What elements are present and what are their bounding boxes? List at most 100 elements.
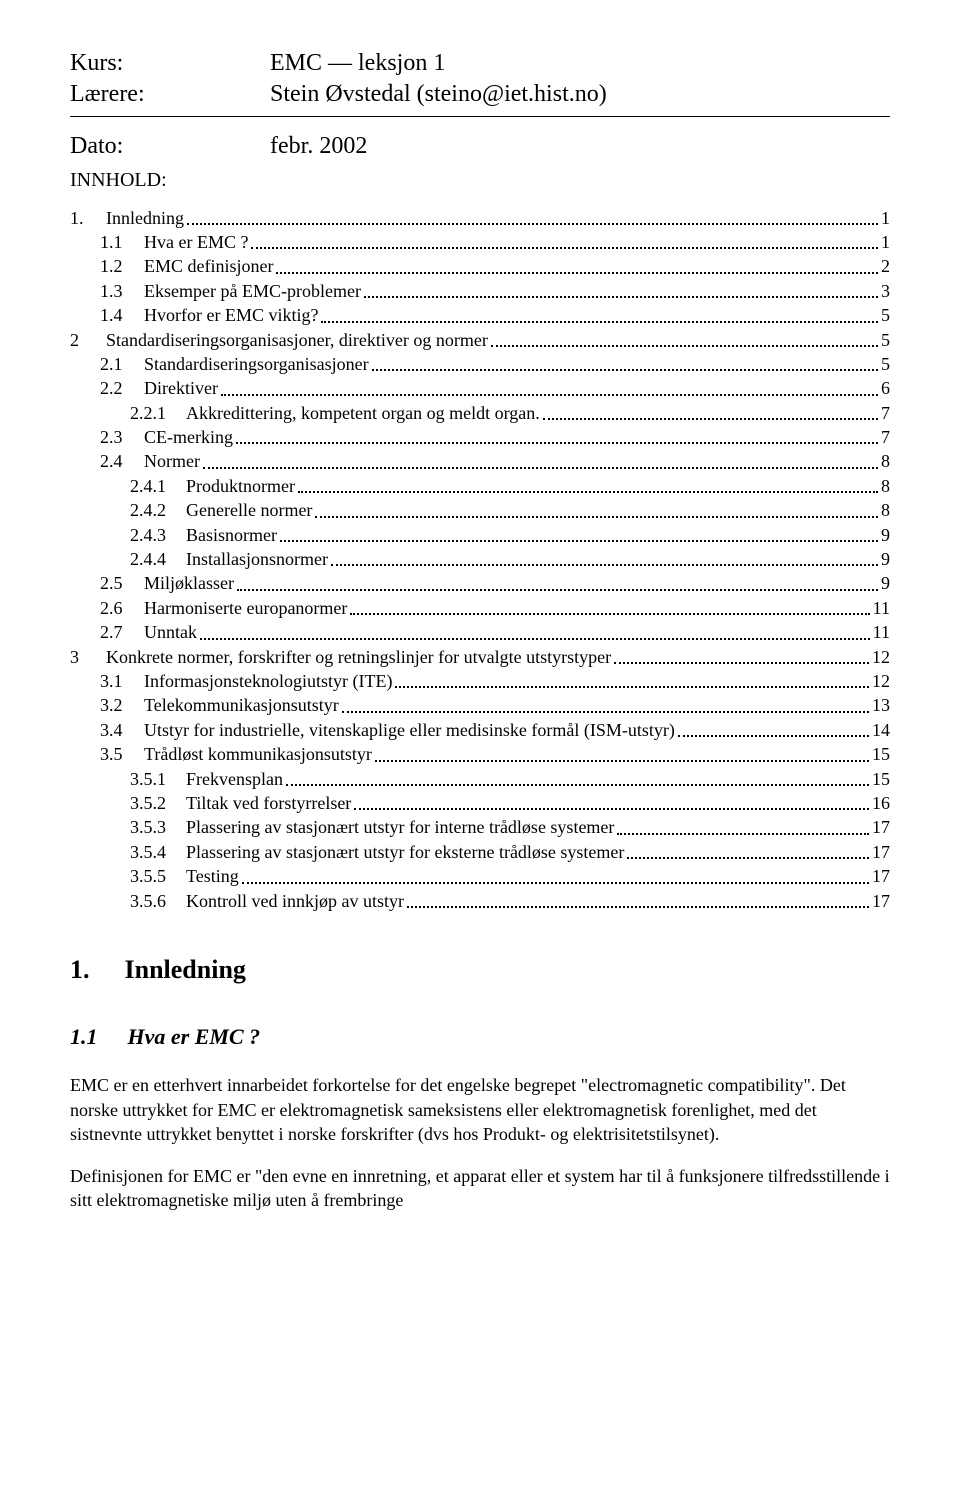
toc-row: 1.2EMC definisjoner2 xyxy=(70,255,890,278)
section-1-num: 1. xyxy=(70,953,118,987)
toc-entry-title: Telekommunikasjonsutstyr xyxy=(144,695,339,715)
toc-leader-dots xyxy=(187,209,878,225)
section-1-1-heading: 1.1 Hva er EMC ? xyxy=(70,1023,890,1052)
section-1-heading: 1. Innledning xyxy=(70,953,890,987)
toc-entry-page: 17 xyxy=(872,816,890,839)
toc-entry-page: 14 xyxy=(872,719,890,742)
toc-leader-dots xyxy=(286,770,869,786)
toc-entry-number: 1.4 xyxy=(100,304,144,327)
toc-entry-title: CE-merking xyxy=(144,427,233,447)
toc-row: 3Konkrete normer, forskrifter og retning… xyxy=(70,646,890,669)
toc-entry-number: 3.5.3 xyxy=(130,816,186,839)
toc-row: 2.2Direktiver6 xyxy=(70,377,890,400)
toc-entry-text: 3.5.4Plassering av stasjonært utstyr for… xyxy=(130,841,624,864)
toc-entry-title: Installasjonsnormer xyxy=(186,549,328,569)
toc-row: 1.Innledning1 xyxy=(70,207,890,230)
toc-entry-title: Unntak xyxy=(144,622,197,642)
toc-entry-title: Trådløst kommunikasjonsutstyr xyxy=(144,744,372,764)
toc-entry-text: 2.3CE-merking xyxy=(100,426,233,449)
toc-entry-text: 3.5.6Kontroll ved innkjøp av utstyr xyxy=(130,890,404,913)
toc-entry-page: 17 xyxy=(872,841,890,864)
toc-entry-page: 8 xyxy=(881,450,890,473)
toc-entry-page: 8 xyxy=(881,475,890,498)
course-value: EMC — leksjon 1 xyxy=(270,48,445,79)
toc-row: 2.4Normer8 xyxy=(70,450,890,473)
toc-entry-title: Innledning xyxy=(106,208,184,228)
toc-entry-number: 1.1 xyxy=(100,231,144,254)
course-row: Kurs: EMC — leksjon 1 xyxy=(70,48,890,79)
toc-leader-dots xyxy=(407,892,869,908)
teachers-value: Stein Øvstedal (steino@iet.hist.no) xyxy=(270,79,607,110)
course-header: Kurs: EMC — leksjon 1 Lærere: Stein Øvst… xyxy=(70,48,890,117)
toc-entry-page: 12 xyxy=(872,646,890,669)
toc-entry-page: 6 xyxy=(881,377,890,400)
toc-row: 3.1Informasjonsteknologiutstyr (ITE) 12 xyxy=(70,670,890,693)
toc-entry-page: 12 xyxy=(872,670,890,693)
toc-row: 2.2.1Akkredittering, kompetent organ og … xyxy=(70,402,890,425)
toc-leader-dots xyxy=(315,501,878,517)
toc-leader-dots xyxy=(276,258,878,274)
toc-row: 3.5.4Plassering av stasjonært utstyr for… xyxy=(70,841,890,864)
toc-entry-page: 13 xyxy=(872,694,890,717)
toc-row: 2.4.1Produktnormer 8 xyxy=(70,475,890,498)
toc-entry-number: 3.5.4 xyxy=(130,841,186,864)
toc-row: 2.4.4Installasjonsnormer9 xyxy=(70,548,890,571)
toc-row: 1.4Hvorfor er EMC viktig? 5 xyxy=(70,304,890,327)
toc-leader-dots xyxy=(221,380,878,396)
toc-entry-title: Tiltak ved forstyrrelser xyxy=(186,793,351,813)
toc-entry-text: 1.Innledning xyxy=(70,207,184,230)
toc-entry-title: Standardiseringsorganisasjoner, direktiv… xyxy=(106,330,488,350)
toc-entry-number: 3.5.5 xyxy=(130,865,186,888)
toc-entry-page: 5 xyxy=(881,304,890,327)
toc-entry-text: 2.5Miljøklasser xyxy=(100,572,234,595)
toc-leader-dots xyxy=(251,233,878,249)
toc-entry-text: 1.4Hvorfor er EMC viktig? xyxy=(100,304,318,327)
toc-row: 2.3CE-merking7 xyxy=(70,426,890,449)
toc-entry-text: 1.2EMC definisjoner xyxy=(100,255,273,278)
toc-leader-dots xyxy=(237,575,878,591)
toc-entry-page: 15 xyxy=(872,743,890,766)
toc-entry-page: 7 xyxy=(881,402,890,425)
toc-row: 3.5.3Plassering av stasjonært utstyr for… xyxy=(70,816,890,839)
toc-entry-text: 2.1Standardiseringsorganisasjoner xyxy=(100,353,369,376)
toc-leader-dots xyxy=(395,672,869,688)
toc-entry-page: 5 xyxy=(881,329,890,352)
toc-leader-dots xyxy=(321,306,878,322)
section-1-1-num: 1.1 xyxy=(70,1023,122,1052)
toc-entry-page: 15 xyxy=(872,768,890,791)
toc-entry-number: 3.5 xyxy=(100,743,144,766)
section-1-1-title: Hva er EMC ? xyxy=(128,1024,261,1049)
para-2: Definisjonen for EMC er "den evne en inn… xyxy=(70,1164,890,1213)
date-label: Dato: xyxy=(70,131,270,162)
toc-leader-dots xyxy=(200,623,870,639)
toc-entry-title: Plassering av stasjonært utstyr for ekst… xyxy=(186,842,624,862)
toc-leader-dots xyxy=(242,867,869,883)
toc-entry-title: Generelle normer xyxy=(186,500,312,520)
toc-entry-page: 11 xyxy=(873,621,890,644)
toc-entry-text: 2.4.1Produktnormer xyxy=(130,475,295,498)
toc-entry-number: 1. xyxy=(70,207,106,230)
toc-entry-title: Miljøklasser xyxy=(144,573,234,593)
toc-entry-page: 17 xyxy=(872,890,890,913)
toc-leader-dots xyxy=(354,794,869,810)
toc-entry-text: 2.6Harmoniserte europanormer xyxy=(100,597,347,620)
toc-entry-number: 2.4.4 xyxy=(130,548,186,571)
toc-entry-page: 1 xyxy=(881,231,890,254)
toc-entry-text: 3Konkrete normer, forskrifter og retning… xyxy=(70,646,611,669)
toc-entry-number: 3.5.2 xyxy=(130,792,186,815)
toc-entry-title: Testing xyxy=(186,866,239,886)
toc-entry-text: 3.5.2Tiltak ved forstyrrelser xyxy=(130,792,351,815)
toc-entry-number: 3 xyxy=(70,646,106,669)
toc-entry-title: Konkrete normer, forskrifter og retnings… xyxy=(106,647,611,667)
toc-entry-page: 11 xyxy=(873,597,890,620)
toc-entry-number: 2.5 xyxy=(100,572,144,595)
date-value: febr. 2002 xyxy=(270,131,367,162)
toc-row: 3.5.5Testing17 xyxy=(70,865,890,888)
toc-leader-dots xyxy=(342,697,869,713)
toc-entry-text: 3.1Informasjonsteknologiutstyr (ITE) xyxy=(100,670,392,693)
toc-row: 3.5.6Kontroll ved innkjøp av utstyr 17 xyxy=(70,890,890,913)
toc-entry-page: 9 xyxy=(881,572,890,595)
toc-entry-page: 9 xyxy=(881,524,890,547)
toc-entry-title: Basisnormer xyxy=(186,525,277,545)
table-of-contents: 1.Innledning11.1Hva er EMC ?11.2EMC defi… xyxy=(70,207,890,913)
